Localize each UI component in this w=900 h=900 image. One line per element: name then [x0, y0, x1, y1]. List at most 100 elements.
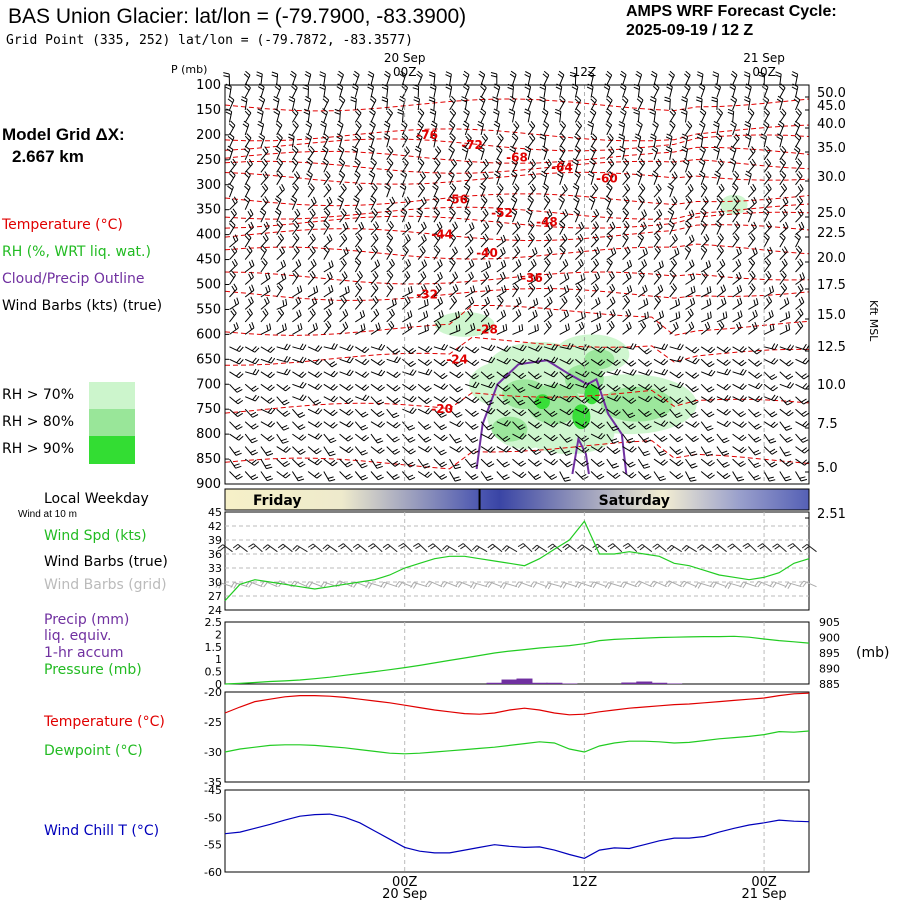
xs-wind-barb-999	[229, 421, 243, 430]
xs-wind-barb-784	[339, 344, 354, 352]
xs-wind-barb-276	[495, 158, 503, 173]
xs-wind-barb-430	[590, 208, 600, 223]
xs-wind-barb-1020	[559, 420, 574, 427]
xs-wind-barb-544	[638, 247, 648, 261]
xs-wind-barb-356	[590, 183, 599, 198]
legend-precip: Precip (mm)	[44, 612, 130, 628]
xs-wind-barb-589	[763, 258, 772, 273]
xs-wind-barb-1143	[748, 458, 761, 469]
xs-wind-barb-809	[732, 346, 747, 353]
pressure-tick-label-12: 700	[196, 377, 221, 392]
xs-wind-barb-907	[527, 382, 543, 390]
xs-wind-barb-774	[763, 323, 775, 335]
xs-wind-barb-994	[732, 408, 747, 418]
xs-wind-barb-675	[370, 295, 379, 310]
xs-wind-barb-421	[449, 208, 456, 223]
xs-wind-barb-1005	[323, 421, 338, 429]
xs-wind-barb-897	[370, 383, 385, 392]
xs-wind-barb-495	[449, 233, 457, 248]
xs-wind-barb-719	[480, 308, 490, 323]
xs-wind-barb-751	[402, 322, 413, 335]
xs-wind-barb-101	[649, 96, 657, 110]
xs-wind-barb-175	[652, 120, 659, 136]
xs-wind-barb-1007	[354, 421, 369, 431]
xs-wind-barb-320	[606, 170, 614, 186]
xs-wind-barb-852	[245, 368, 260, 376]
xs-wind-barb-206	[559, 133, 566, 148]
xs-wind-barb-1030	[716, 420, 732, 428]
xs-wind-barb-1038	[260, 433, 275, 442]
xs-wind-barb-450	[323, 220, 330, 235]
xs-wind-barb-1173	[637, 471, 652, 480]
xs-wind-barb-515	[763, 232, 770, 248]
xs-wind-barb-1016	[496, 420, 511, 427]
xs-wind-barb-660	[716, 284, 727, 298]
xs-wind-barb-785	[355, 346, 370, 354]
xs-wind-barb-656	[653, 284, 664, 298]
xs-wind-barb-743	[276, 323, 287, 335]
xs-wind-barb-333	[227, 182, 234, 198]
isotherm-15	[224, 389, 810, 414]
xs-wind-barb-396	[637, 195, 645, 210]
xs-wind-barb-229	[337, 145, 345, 160]
xs-wind-barb-274	[464, 158, 473, 173]
xs-wind-barb-243	[559, 145, 566, 161]
xs-wind-barb-820	[323, 358, 338, 368]
xs-wind-barb-1157	[386, 471, 400, 481]
xs-wind-barb-78	[288, 95, 296, 111]
xs-wind-barb-770	[700, 321, 711, 335]
xs-wind-barb-930	[307, 396, 322, 406]
xs-wind-barb-879	[669, 371, 684, 379]
xs-wind-barb-98	[606, 95, 613, 111]
bottom-time-label-0: 00Z	[392, 875, 418, 890]
xs-wind-barb-664	[779, 283, 788, 298]
xs-wind-barb-279	[543, 158, 552, 173]
xs-wind-barb-557	[260, 258, 268, 273]
isotherm-label-14: -20	[431, 402, 453, 416]
xs-wind-barb-862	[402, 369, 417, 376]
xs-wind-barb-158	[383, 120, 391, 136]
xs-wind-barb-553	[779, 246, 788, 260]
xs-wind-barb-367	[763, 183, 772, 198]
xs-wind-barb-591	[795, 258, 804, 273]
xs-wind-barb-600	[354, 270, 363, 285]
xs-wind-barb-559	[292, 259, 302, 273]
xs-wind-barb-66	[684, 83, 691, 98]
legend-rh80-swatch	[89, 409, 135, 436]
sfc-barb-true-21	[532, 544, 548, 553]
xs-wind-barb-129	[508, 108, 516, 123]
xs-wind-barb-28	[668, 70, 675, 86]
xs-wind-barb-874	[590, 370, 606, 378]
xs-wind-barb-209	[606, 133, 614, 148]
xs-wind-barb-455	[402, 221, 412, 235]
xs-wind-barb-326	[698, 170, 706, 185]
precip-pressure-y2tick-label-1: 890	[819, 663, 840, 676]
xs-wind-barb-282	[589, 158, 596, 173]
xs-wind-barb-715	[417, 310, 429, 323]
isotherm-label-1: -72	[461, 138, 483, 152]
sfc-barb-true-12	[398, 542, 413, 553]
xs-wind-barb-522	[292, 245, 300, 260]
xs-wind-barb-1032	[748, 421, 762, 430]
xs-wind-barb-878	[653, 368, 669, 376]
xs-wind-barb-1024	[622, 421, 636, 430]
xs-wind-barb-492	[402, 234, 411, 248]
xs-wind-barb-213	[665, 133, 673, 148]
sfc-barb-true-15	[442, 545, 458, 553]
xs-wind-barb-503	[575, 233, 584, 248]
xs-wind-barb-4	[289, 70, 297, 86]
xs-wind-barb-974	[417, 407, 433, 415]
xs-wind-barb-262	[276, 158, 284, 173]
xs-wind-barb-637	[354, 283, 363, 298]
xs-wind-barb-502	[559, 233, 568, 248]
xs-wind-barb-232	[386, 145, 394, 161]
wind-speed-ytick-label-1: 27	[208, 590, 222, 603]
xs-wind-barb-6	[319, 71, 326, 86]
isotherm-8	[224, 211, 810, 229]
xs-wind-barb-31	[712, 71, 719, 86]
xs-wind-barb-868	[496, 371, 511, 379]
xs-wind-barb-401	[716, 195, 723, 210]
pressure-tick-label-11: 650	[196, 352, 221, 367]
xs-wind-barb-211	[634, 133, 642, 148]
xs-wind-barb-1044	[354, 433, 370, 442]
